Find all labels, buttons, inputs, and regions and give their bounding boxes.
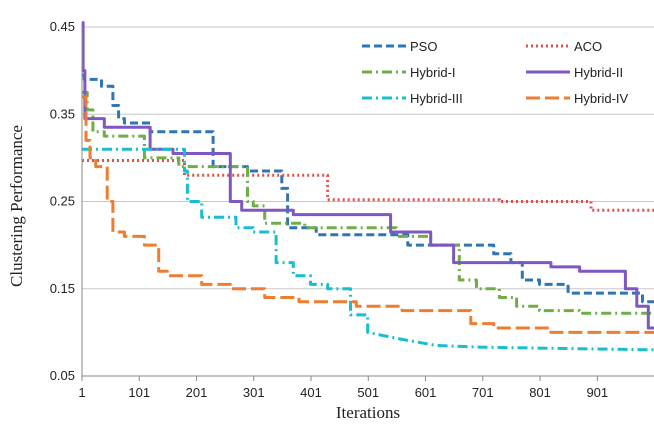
x-tick-label: 301 bbox=[243, 385, 265, 400]
y-tick-label: 0.45 bbox=[50, 19, 75, 34]
series-lines bbox=[81, 21, 654, 352]
series-line-aco bbox=[82, 159, 654, 212]
legend-label: Hybrid-IV bbox=[574, 91, 629, 106]
series-line-pso bbox=[82, 73, 654, 304]
legend: PSO ACO Hybrid-I Hybrid-II Hybrid-III Hybrid-… bbox=[362, 39, 629, 106]
legend-label: ACO bbox=[574, 39, 602, 54]
legend-label: PSO bbox=[410, 39, 437, 54]
legend-label: Hybrid-III bbox=[410, 91, 463, 106]
x-tick-label: 101 bbox=[128, 385, 150, 400]
legend-label: Hybrid-II bbox=[574, 65, 623, 80]
y-tick-label: 0.15 bbox=[50, 281, 75, 296]
series-line-hybrid-ii bbox=[81, 21, 654, 330]
x-tick-label: 601 bbox=[415, 385, 437, 400]
y-tick-label: 0.25 bbox=[50, 194, 75, 209]
series-line-hybrid-i bbox=[82, 90, 654, 315]
x-tick-label: 401 bbox=[300, 385, 322, 400]
x-tick-label: 901 bbox=[586, 385, 608, 400]
legend-label: Hybrid-I bbox=[410, 65, 456, 80]
y-tick-label: 0.35 bbox=[50, 106, 75, 121]
x-tick-label: 501 bbox=[357, 385, 379, 400]
x-tick-label: 801 bbox=[529, 385, 551, 400]
series-line-hybrid-iv bbox=[82, 95, 654, 334]
x-tick-label: 701 bbox=[472, 385, 494, 400]
x-tick-label: 201 bbox=[186, 385, 208, 400]
y-tick-label: 0.05 bbox=[50, 368, 75, 383]
y-axis-title: Clustering Performance bbox=[7, 125, 26, 287]
series-line-hybrid-iii bbox=[82, 147, 654, 352]
axes: 0.05 0.15 0.25 0.35 0.45 1 101 201 301 401 501 601 7… bbox=[50, 19, 654, 400]
x-tick-label: 1 bbox=[78, 385, 85, 400]
x-axis-title: Iterations bbox=[336, 403, 400, 422]
